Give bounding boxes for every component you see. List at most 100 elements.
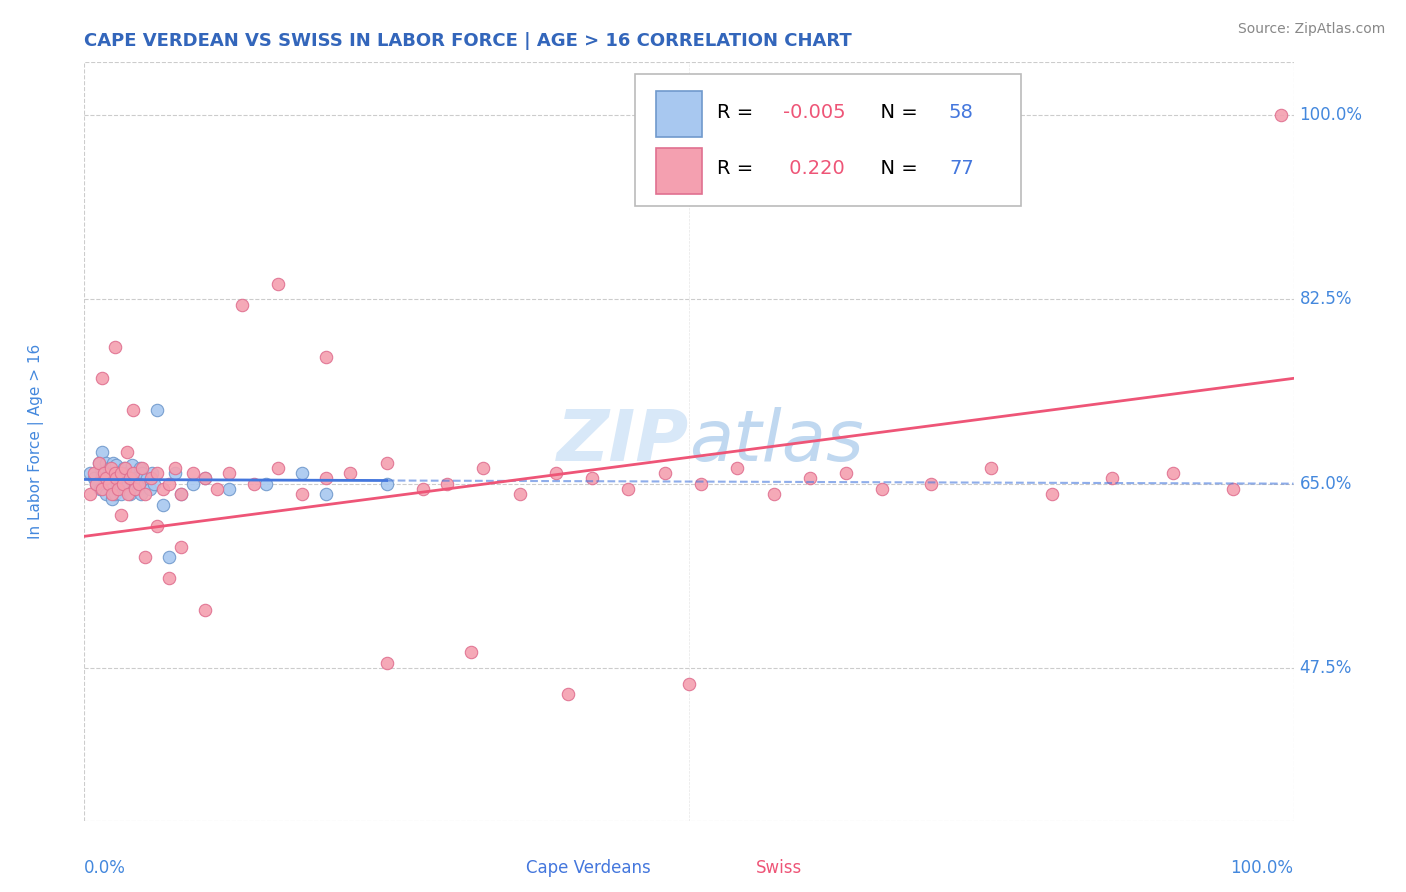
Point bbox=[122, 479, 145, 493]
Point bbox=[104, 458, 127, 472]
Point bbox=[725, 461, 748, 475]
Point bbox=[375, 476, 398, 491]
FancyBboxPatch shape bbox=[657, 91, 702, 136]
Point bbox=[254, 476, 277, 491]
Text: 77: 77 bbox=[949, 160, 974, 178]
Text: CAPE VERDEAN VS SWISS IN LABOR FORCE | AGE > 16 CORRELATION CHART: CAPE VERDEAN VS SWISS IN LABOR FORCE | A… bbox=[84, 32, 852, 50]
Point bbox=[118, 471, 141, 485]
Point bbox=[207, 482, 229, 496]
Point bbox=[120, 471, 142, 485]
Point bbox=[79, 466, 101, 480]
Point bbox=[143, 476, 166, 491]
Point bbox=[89, 482, 111, 496]
Point bbox=[129, 461, 152, 475]
Point bbox=[1270, 108, 1292, 122]
Point bbox=[104, 487, 127, 501]
Point bbox=[111, 468, 134, 483]
Text: 65.0%: 65.0% bbox=[1299, 475, 1353, 492]
Point bbox=[835, 466, 858, 480]
Text: 82.5%: 82.5% bbox=[1299, 291, 1353, 309]
Text: 0.220: 0.220 bbox=[783, 160, 845, 178]
Point bbox=[170, 540, 193, 554]
Text: 58: 58 bbox=[949, 103, 974, 121]
Point bbox=[654, 466, 676, 480]
Point bbox=[121, 458, 143, 472]
Point bbox=[115, 466, 138, 480]
Point bbox=[138, 482, 160, 496]
Text: In Labor Force | Age > 16: In Labor Force | Age > 16 bbox=[28, 344, 44, 539]
Point bbox=[110, 466, 132, 480]
Point bbox=[112, 461, 135, 475]
Point bbox=[110, 471, 132, 485]
Point bbox=[87, 456, 110, 470]
Text: N =: N = bbox=[868, 160, 924, 178]
Point bbox=[339, 466, 361, 480]
Point bbox=[93, 466, 115, 480]
Point bbox=[97, 476, 120, 491]
FancyBboxPatch shape bbox=[634, 74, 1022, 206]
Point bbox=[131, 461, 153, 475]
Text: N =: N = bbox=[868, 103, 924, 121]
Point bbox=[128, 476, 150, 491]
Point bbox=[242, 476, 264, 491]
Point bbox=[125, 471, 148, 485]
Point bbox=[134, 550, 156, 565]
Point bbox=[231, 298, 253, 312]
Point bbox=[509, 487, 531, 501]
Point bbox=[472, 461, 495, 475]
Point bbox=[170, 487, 193, 501]
Point bbox=[157, 550, 180, 565]
Point bbox=[1222, 482, 1244, 496]
Point bbox=[165, 461, 187, 475]
Point bbox=[115, 445, 138, 459]
Point bbox=[100, 466, 122, 480]
Point bbox=[799, 471, 821, 485]
Text: atlas: atlas bbox=[689, 407, 863, 476]
Point bbox=[157, 571, 180, 585]
Point bbox=[315, 487, 337, 501]
Point bbox=[121, 475, 143, 489]
Point bbox=[139, 471, 162, 485]
Point bbox=[141, 466, 163, 480]
Point bbox=[100, 461, 122, 475]
Point bbox=[120, 487, 142, 501]
Text: 47.5%: 47.5% bbox=[1299, 659, 1353, 677]
Point bbox=[1161, 466, 1184, 480]
Text: 0.0%: 0.0% bbox=[84, 858, 127, 877]
Point bbox=[128, 476, 150, 491]
Point bbox=[544, 466, 567, 480]
Point bbox=[117, 487, 139, 501]
Point bbox=[218, 466, 240, 480]
Text: R =: R = bbox=[717, 103, 759, 121]
Point bbox=[136, 471, 159, 485]
Point bbox=[94, 471, 117, 485]
Point bbox=[129, 487, 152, 501]
Point bbox=[107, 482, 129, 496]
Point bbox=[194, 603, 217, 617]
Point bbox=[1101, 471, 1123, 485]
Text: Swiss: Swiss bbox=[755, 858, 801, 877]
Point bbox=[121, 403, 143, 417]
Text: 100.0%: 100.0% bbox=[1230, 858, 1294, 877]
Text: ZIP: ZIP bbox=[557, 407, 689, 476]
Point bbox=[87, 456, 110, 470]
Text: R =: R = bbox=[717, 160, 759, 178]
Point bbox=[79, 487, 101, 501]
Point bbox=[920, 476, 942, 491]
FancyBboxPatch shape bbox=[489, 841, 516, 868]
Point bbox=[114, 482, 136, 496]
Point bbox=[103, 456, 125, 470]
Text: Source: ZipAtlas.com: Source: ZipAtlas.com bbox=[1237, 22, 1385, 37]
Point bbox=[412, 482, 434, 496]
Point bbox=[121, 466, 143, 480]
Point bbox=[375, 656, 398, 670]
Point bbox=[91, 445, 114, 459]
Point bbox=[112, 476, 135, 491]
Point bbox=[110, 508, 132, 523]
Point bbox=[83, 471, 105, 485]
Point bbox=[267, 277, 290, 291]
Point bbox=[267, 461, 290, 475]
Point bbox=[86, 476, 108, 491]
Point bbox=[1040, 487, 1063, 501]
Point bbox=[117, 476, 139, 491]
